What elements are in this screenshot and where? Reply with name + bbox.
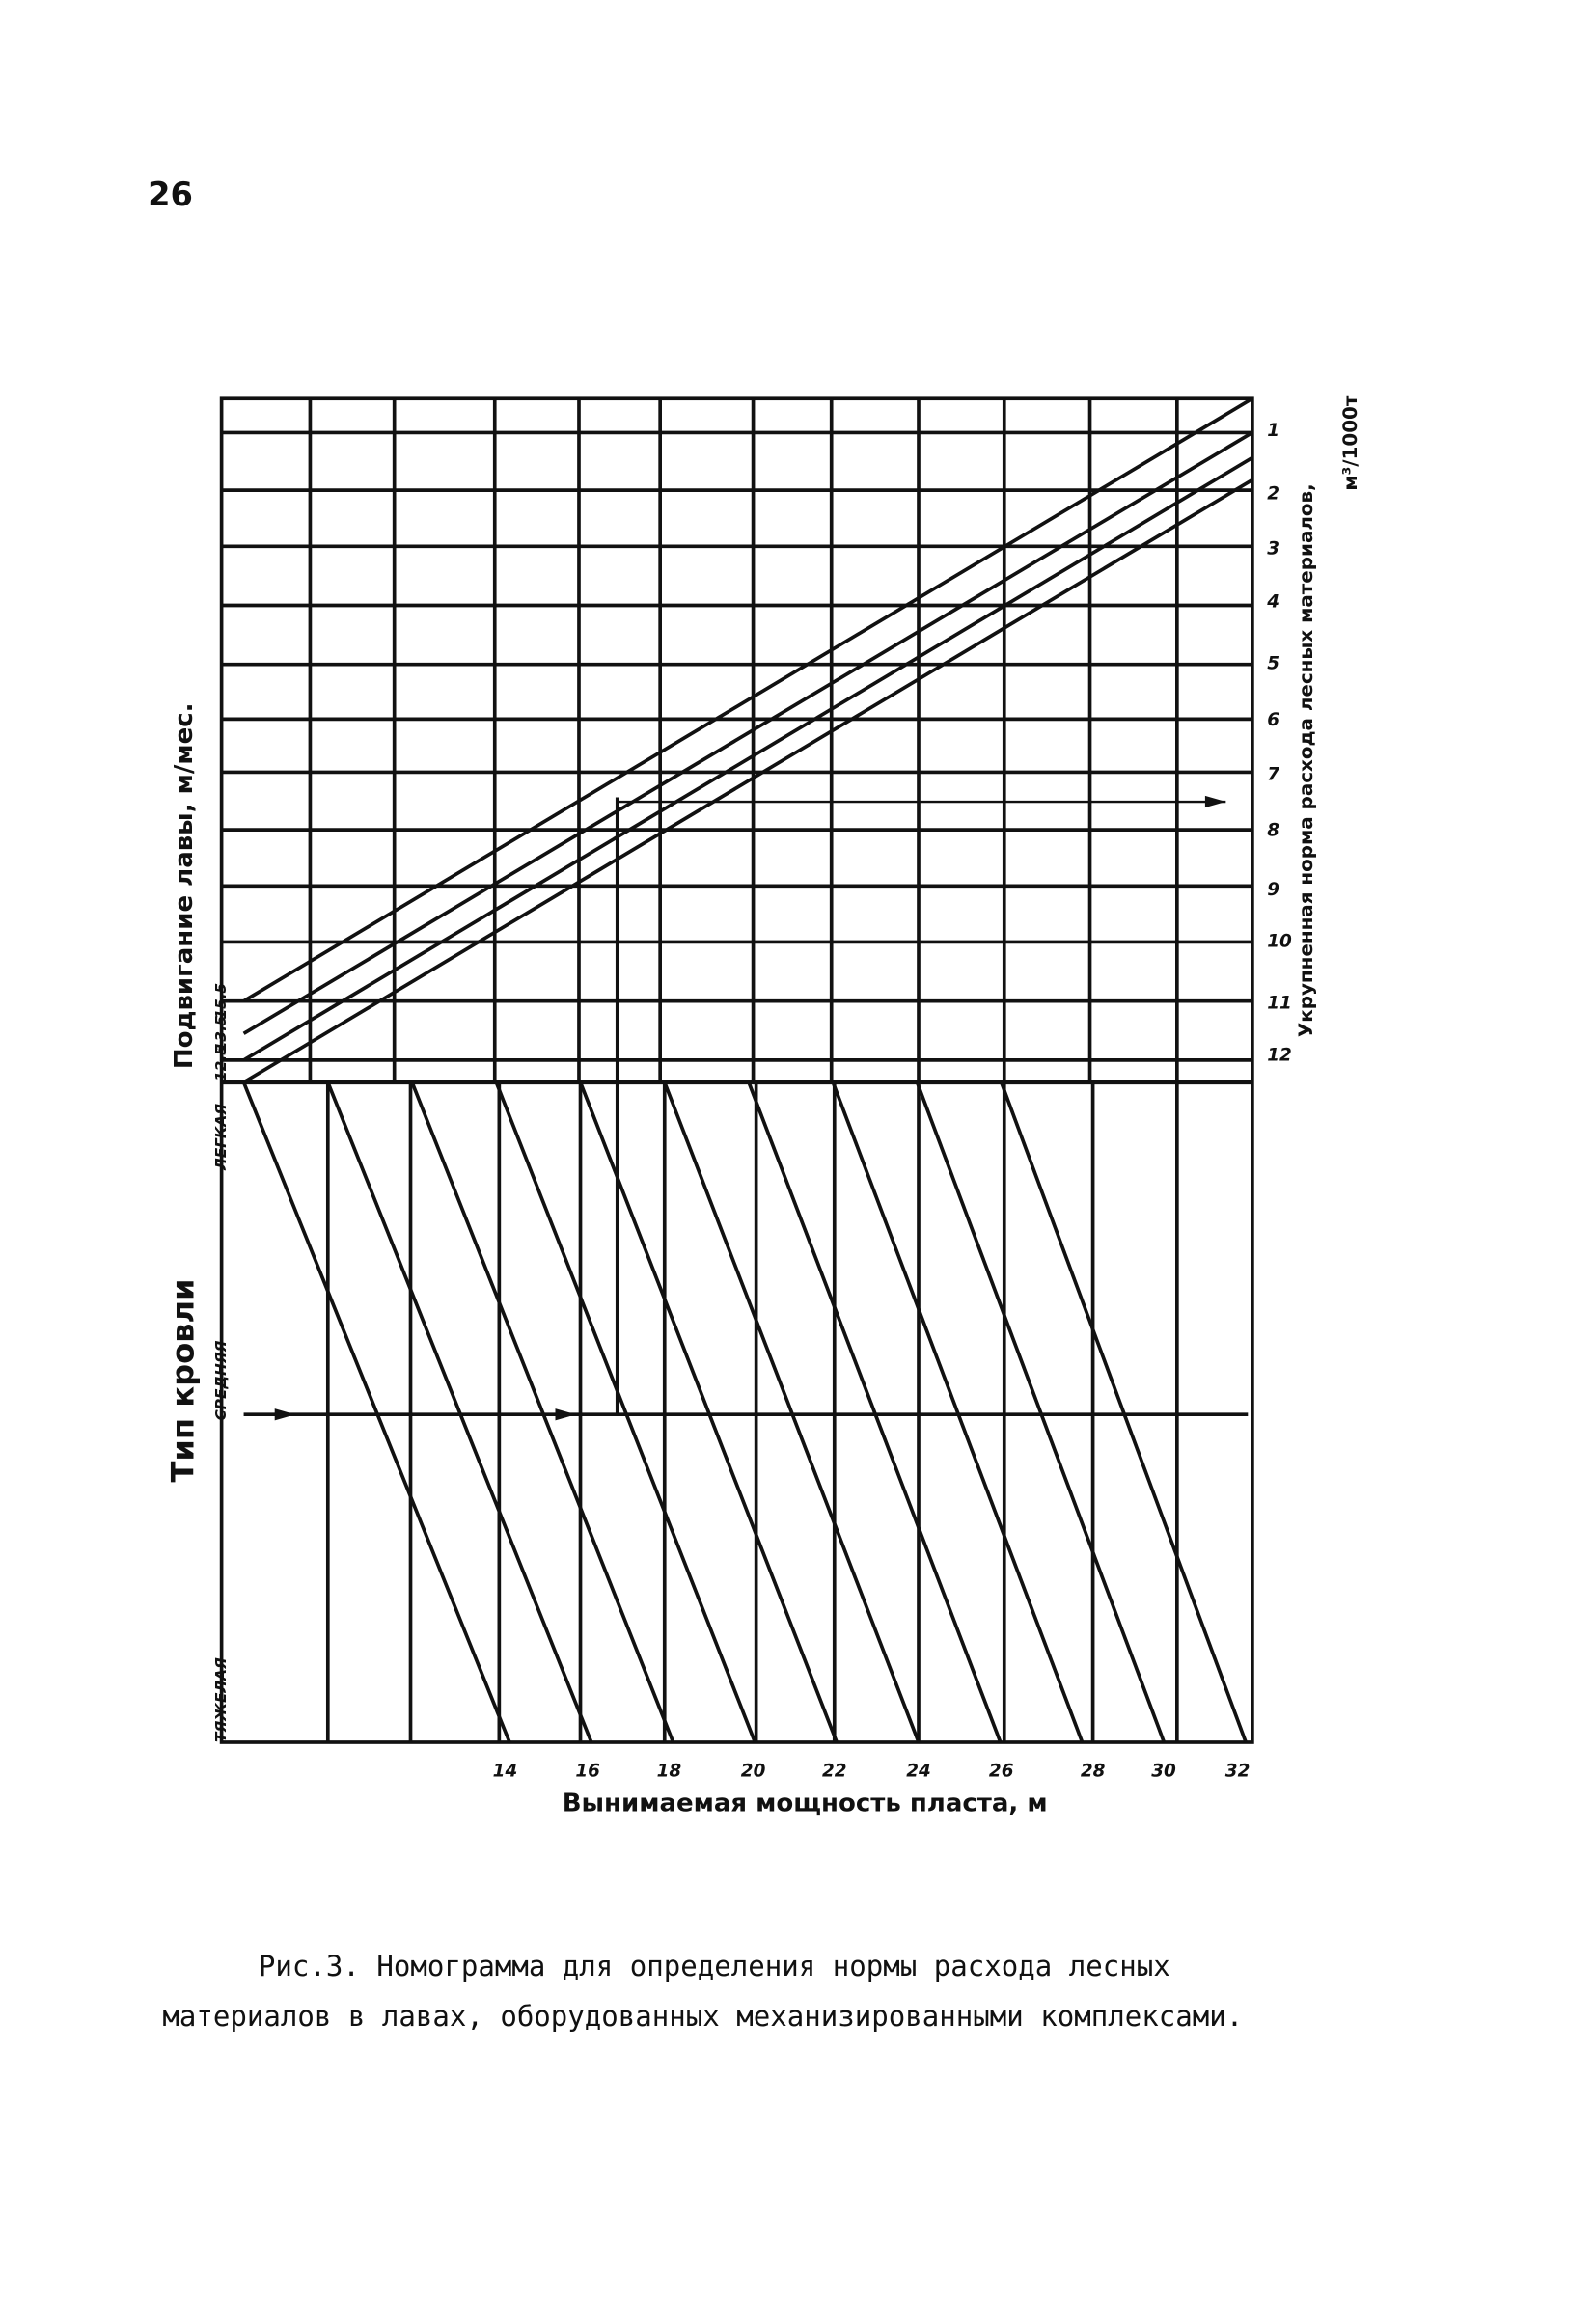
roof-type: ЛЕГКАЯ	[212, 1104, 230, 1171]
left-axis-label: Подвигание лавы, м/мес.	[170, 702, 199, 1069]
diagonal	[915, 1081, 1167, 1743]
diagonal	[578, 1081, 839, 1743]
bottom-tick-label: 28	[1081, 1762, 1106, 1782]
left-tick-label: 15.5	[212, 983, 230, 1020]
right-tick-label: 11	[1267, 994, 1292, 1014]
bottom-tick-label: 24	[906, 1762, 931, 1782]
right-tick-label: 2	[1267, 484, 1279, 505]
diagonal	[242, 430, 1253, 1035]
bottom-tick-label: 20	[741, 1762, 766, 1782]
right-axis-label: Укрупненная норма расхода лесных материа…	[1295, 483, 1317, 1037]
caption-line: материалов в лавах, оборудованных механи…	[162, 2000, 1243, 2033]
right-tick-label: 5	[1267, 654, 1279, 674]
roof-type: СРЕДНЯЯ	[212, 1340, 230, 1420]
diagonal	[242, 478, 1253, 1084]
bottom-tick-label: 32	[1225, 1762, 1251, 1782]
diagonal	[831, 1081, 1085, 1743]
diagonal	[241, 1081, 511, 1743]
diagonal	[999, 1081, 1248, 1743]
diagonal	[242, 396, 1253, 1003]
bottom-tick-label: 26	[989, 1762, 1014, 1782]
diagonal	[242, 455, 1253, 1062]
right-tick-label: 3	[1267, 538, 1279, 559]
caption-line: Рис.3. Номограмма для определения нормы …	[259, 1950, 1170, 1982]
right-tick-label: 9	[1267, 880, 1279, 900]
right-tick-label: 12	[1267, 1045, 1292, 1065]
roof-label: Тип кровли	[164, 1278, 201, 1482]
right-tick-label: 6	[1267, 710, 1279, 730]
x-axis-label: Вынимаемая мощность пласта, м	[563, 1790, 1048, 1818]
right-tick-label: 8	[1267, 821, 1279, 841]
right-tick-label: 1	[1267, 421, 1279, 441]
diagonal	[326, 1081, 593, 1743]
bottom-tick-label: 14	[493, 1762, 518, 1782]
right-axis-unit: м³/1000т	[1339, 395, 1361, 491]
diagonal	[747, 1081, 1003, 1743]
left-tick-label: 13.5	[212, 1015, 230, 1052]
right-tick-label: 10	[1267, 931, 1292, 951]
bottom-tick-label: 16	[575, 1762, 600, 1782]
right-tick-label: 7	[1267, 765, 1279, 785]
arrows	[274, 795, 1226, 1421]
right-tick-label: 4	[1266, 591, 1279, 612]
roof-type: ТЯЖЕЛАЯ	[212, 1657, 230, 1742]
diagonal	[663, 1081, 921, 1743]
diagonal	[410, 1081, 675, 1743]
bottom-tick-label: 30	[1151, 1762, 1176, 1782]
frame	[219, 396, 1254, 1744]
left-tick-label: 12.5	[212, 1045, 230, 1081]
page-number: 26	[148, 176, 193, 213]
bottom-tick-label: 18	[657, 1762, 682, 1782]
nomogram	[219, 396, 1254, 1744]
diagonal	[494, 1081, 757, 1743]
bottom-tick-label: 22	[822, 1762, 847, 1782]
